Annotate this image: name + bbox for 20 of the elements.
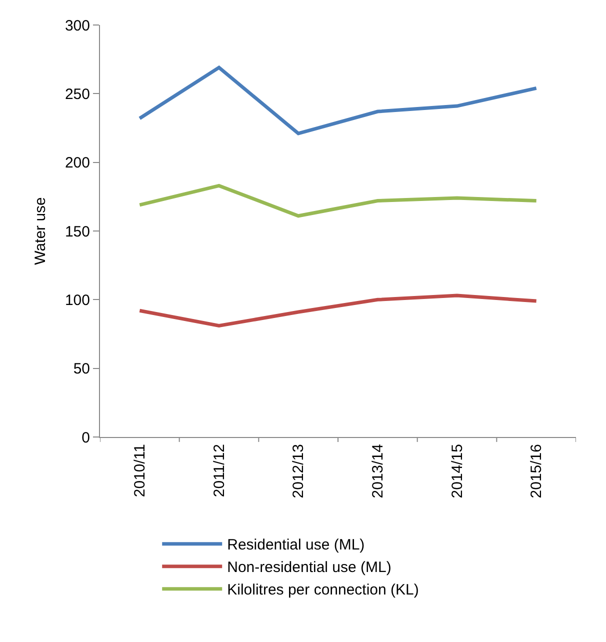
legend-label: Non-residential use (ML) — [227, 559, 392, 576]
y-tick-label: 250 — [64, 86, 90, 103]
line-series — [138, 294, 538, 328]
y-tick-label: 100 — [64, 292, 90, 309]
x-tick-label: 2013/14 — [370, 444, 387, 498]
x-tick-label: 2012/13 — [290, 444, 308, 498]
y-tick-label: 200 — [64, 154, 90, 172]
line-series — [138, 184, 538, 218]
x-tick-label: 2010/11 — [132, 444, 149, 498]
y-tick-label: 300 — [64, 17, 90, 34]
line-series — [138, 66, 538, 136]
x-tick-label: 2014/15 — [448, 444, 466, 498]
y-tick-label: 50 — [73, 360, 90, 378]
legend-label: Kilolitres per connection (KL) — [227, 582, 419, 599]
y-tick-label: 150 — [64, 223, 90, 240]
x-tick-label: 2015/16 — [528, 444, 546, 498]
y-axis-title: Water use — [32, 197, 50, 265]
legend-label: Residential use (ML) — [227, 536, 365, 554]
x-tick-label: 2011/12 — [210, 444, 228, 498]
y-tick-label: 0 — [82, 429, 90, 446]
